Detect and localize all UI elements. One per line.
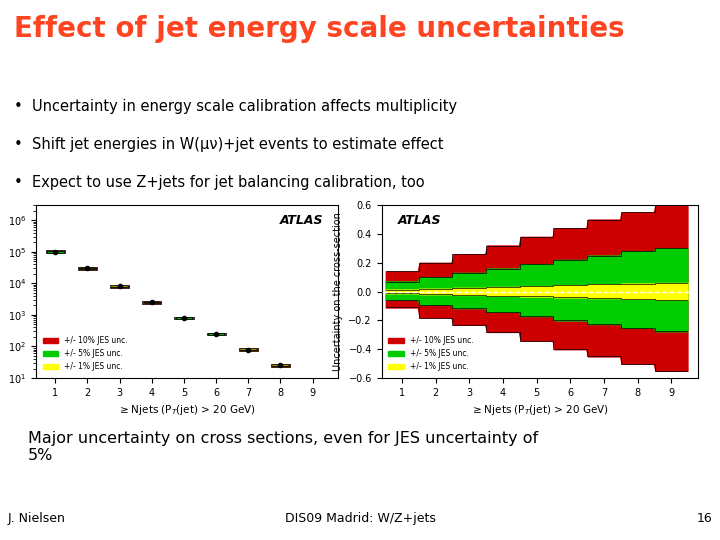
Bar bbox=[271, 364, 290, 367]
Legend: +/- 10% JES unc., +/- 5% JES unc., +/- 1% JES unc.: +/- 10% JES unc., +/- 5% JES unc., +/- 1… bbox=[40, 333, 131, 374]
Text: ATLAS: ATLAS bbox=[397, 214, 441, 227]
Y-axis label: Events / 1 fb$^{-1}$ / bin: Events / 1 fb$^{-1}$ / bin bbox=[0, 243, 2, 340]
Text: Major uncertainty on cross sections, even for JES uncertainty of
5%: Major uncertainty on cross sections, eve… bbox=[28, 431, 539, 463]
X-axis label: ≥ Njets (P$_T$(jet) > 20 GeV): ≥ Njets (P$_T$(jet) > 20 GeV) bbox=[119, 403, 256, 417]
Bar bbox=[176, 318, 192, 319]
Bar bbox=[238, 348, 258, 351]
Bar bbox=[78, 267, 97, 270]
Legend: +/- 10% JES unc., +/- 5% JES unc., +/- 1% JES unc.: +/- 10% JES unc., +/- 5% JES unc., +/- 1… bbox=[385, 333, 477, 374]
Bar bbox=[142, 301, 161, 304]
Text: ATLAS: ATLAS bbox=[280, 214, 323, 227]
Text: 16: 16 bbox=[697, 512, 713, 525]
Bar bbox=[47, 251, 63, 253]
Bar bbox=[207, 333, 226, 335]
Text: •  Expect to use Z+jets for jet balancing calibration, too: • Expect to use Z+jets for jet balancing… bbox=[14, 175, 425, 190]
Bar bbox=[112, 286, 128, 287]
Y-axis label: Uncertainty on the cross-section: Uncertainty on the cross-section bbox=[333, 212, 343, 371]
Text: DIS09 Madrid: W/Z+jets: DIS09 Madrid: W/Z+jets bbox=[284, 512, 436, 525]
Bar bbox=[143, 302, 160, 303]
Text: Effect of jet energy scale uncertainties: Effect of jet energy scale uncertainties bbox=[14, 15, 625, 43]
Bar bbox=[174, 316, 194, 319]
Bar bbox=[240, 349, 256, 350]
Bar bbox=[303, 380, 323, 382]
Text: •  Uncertainty in energy scale calibration affects multiplicity: • Uncertainty in energy scale calibratio… bbox=[14, 99, 457, 114]
Bar bbox=[79, 268, 96, 269]
Bar bbox=[305, 380, 321, 382]
X-axis label: ≥ Njets (P$_T$(jet) > 20 GeV): ≥ Njets (P$_T$(jet) > 20 GeV) bbox=[472, 403, 608, 417]
Text: J. Nielsen: J. Nielsen bbox=[7, 512, 65, 525]
Bar bbox=[110, 285, 130, 288]
Bar bbox=[272, 365, 289, 366]
Text: •  Shift jet energies in W(μν)+jet events to estimate effect: • Shift jet energies in W(μν)+jet events… bbox=[14, 137, 444, 152]
Bar bbox=[208, 333, 225, 335]
Bar bbox=[45, 251, 65, 253]
